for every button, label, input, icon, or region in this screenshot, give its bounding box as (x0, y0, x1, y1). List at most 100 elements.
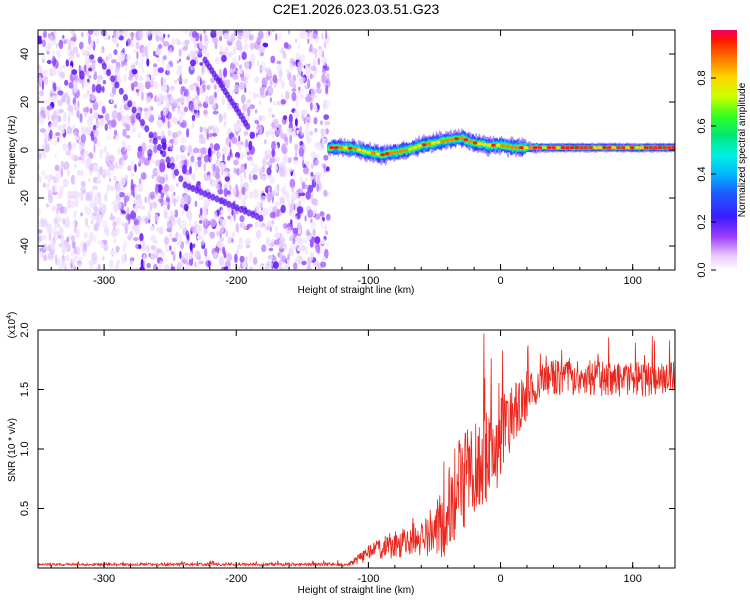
spectrogram-noise-cell (186, 56, 190, 60)
spectrogram-noise-cell (297, 238, 304, 247)
spectrogram-noise-cell (250, 159, 254, 167)
spectrogram-noise-cell (52, 50, 55, 58)
spectrogram-noise-cell (246, 223, 253, 228)
spectrogram-noise-cell (199, 62, 204, 66)
spectrogram-noise-cell (57, 216, 63, 223)
spectrogram-noise-cell (41, 252, 44, 258)
spectrogram-noise-cell (212, 170, 216, 178)
spectrogram-noise-cell (133, 80, 138, 88)
spectrogram-noise-cell (60, 234, 64, 243)
spectrogram-noise-cell (122, 153, 129, 160)
spectrogram-noise-cell (233, 67, 236, 72)
spectrogram-noise-cell (136, 82, 142, 89)
spectrogram-peak-cell (426, 142, 431, 146)
spectrogram-noise-cell (140, 258, 144, 269)
spectrogram-noise-cell (264, 138, 267, 145)
spectrogram-peak-cell (639, 146, 644, 150)
spectrogram-noise-cell (219, 218, 226, 229)
spectrogram-noise-cell (130, 31, 134, 41)
spectrogram-noise-cell (61, 64, 66, 69)
spectrogram-noise-cell (75, 229, 78, 239)
spectrogram-noise-cell (321, 73, 326, 84)
spectrogram-noise-cell (60, 128, 65, 134)
spectrogram-peak-cell (630, 146, 635, 150)
spectrogram-noise-cell (185, 239, 190, 245)
spectrogram-noise-cell (59, 258, 66, 265)
spectrogram-noise-cell (197, 156, 202, 161)
spectrogram-noise-cell (126, 54, 132, 61)
spectrogram-noise-cell (293, 262, 298, 270)
spectrogram-noise-cell (226, 253, 233, 262)
spectrogram-noise-cell (218, 113, 223, 123)
spectrogram-noise-cell (278, 78, 282, 83)
spectrogram-noise-cell (142, 215, 149, 225)
spectrogram-noise-cell (99, 203, 106, 213)
spectrogram-noise-cell (198, 103, 203, 107)
spectrogram-noise-cell (318, 49, 324, 58)
spectrogram-peak-cell (347, 146, 353, 150)
spectrogram-noise-cell (320, 261, 327, 268)
spectrogram-peak-cell (653, 146, 658, 150)
spectrogram-streak-cell (144, 125, 150, 133)
spectrogram-noise-cell (118, 35, 124, 41)
spectrogram-noise-cell (67, 169, 70, 177)
spectrogram-noise-cell (238, 141, 242, 152)
spectrogram-noise-cell (192, 52, 197, 58)
spectrogram-noise-cell (270, 55, 276, 64)
spectrogram-noise-cell (71, 69, 78, 75)
spectrogram-noise-cell (281, 143, 286, 153)
spectrogram-noise-cell (181, 258, 188, 264)
spectrogram-noise-cell (287, 30, 291, 35)
spectrogram-noise-cell (260, 201, 263, 209)
spectrogram-peak-cell (532, 146, 538, 150)
spectrogram-noise-cell (307, 78, 311, 89)
spectrogram-noise-cell (261, 165, 265, 173)
spectrogram-noise-cell (70, 30, 76, 36)
spectrogram-noise-cell (126, 38, 131, 46)
spectrogram-peak-cell (662, 146, 667, 150)
spectrogram-noise-cell (229, 184, 232, 191)
spectrogram-noise-cell (155, 35, 160, 42)
spectrogram-noise-cell (280, 99, 287, 105)
spectrogram-noise-cell (265, 90, 269, 97)
spectrogram-noise-cell (190, 65, 194, 71)
spectrogram-noise-cell (281, 255, 287, 263)
spectrogram-noise-cell (324, 224, 327, 230)
spectrogram-noise-cell (288, 157, 292, 164)
spectrogram-noise-cell (64, 254, 70, 262)
spectrogram-peak-cell (528, 146, 533, 150)
spectrogram-noise-cell (43, 75, 48, 81)
spectrogram-streak-cell (226, 200, 232, 208)
spectrogram-noise-cell (271, 148, 276, 158)
spectrogram-noise-cell (282, 155, 289, 164)
spectrogram-noise-cell (294, 118, 298, 127)
spectrogram-noise-cell (82, 247, 87, 253)
spectrogram-noise-cell (182, 30, 189, 34)
spectrogram-noise-cell (91, 252, 98, 261)
spectrogram-noise-cell (309, 31, 313, 41)
spectrogram-streak-cell (230, 202, 236, 210)
spectrogram-noise-cell (51, 205, 57, 212)
spectrogram-peak-cell (616, 146, 621, 150)
spectrogram-noise-cell (248, 251, 254, 262)
spectrogram-noise-cell (241, 186, 246, 196)
spectrogram-noise-cell (173, 137, 179, 146)
spectrogram-noise-cell (304, 127, 309, 137)
spectrogram-noise-cell (274, 225, 278, 232)
spectrogram-noise-cell (149, 253, 156, 260)
spectrogram-noise-cell (87, 74, 92, 79)
spectrogram-noise-cell (232, 230, 235, 238)
spectrogram-noise-cell (141, 30, 146, 37)
spectrogram-noise-cell (309, 73, 313, 80)
spectrogram-noise-cell (275, 33, 278, 41)
spectrogram-noise-cell (177, 77, 183, 82)
spectrogram-noise-cell (72, 262, 75, 270)
spectrogram-noise-cell (239, 81, 245, 90)
spectrogram-noise-cell (145, 80, 151, 90)
spectrogram-noise-cell (56, 203, 63, 208)
spectrogram-noise-cell (39, 176, 42, 183)
spectrogram-noise-cell (149, 191, 156, 200)
spectrogram-noise-cell (304, 245, 309, 256)
spectrogram-noise-cell (301, 114, 305, 119)
spectrogram-noise-cell (91, 62, 96, 72)
